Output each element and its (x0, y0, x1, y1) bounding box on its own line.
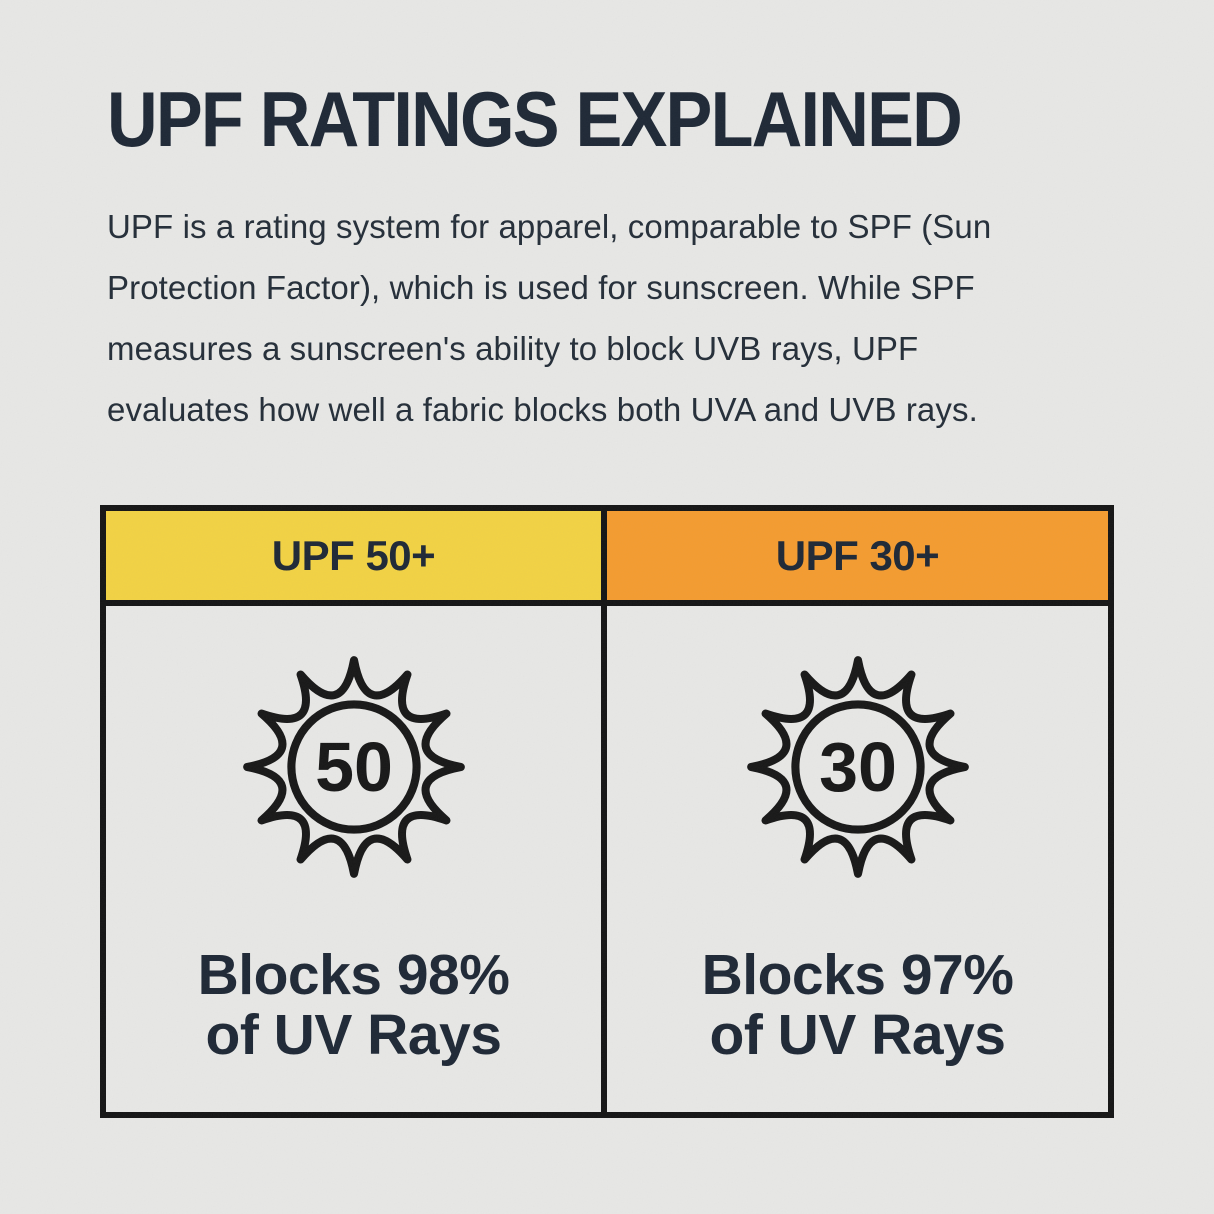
sun-badge-value: 30 (819, 728, 897, 806)
blocks-line: Blocks 98% (197, 943, 510, 1007)
sun-badge-icon: 50 (242, 656, 465, 878)
upf30-header-cell: UPF 30+ (607, 511, 1108, 606)
intro-line: measures a sunscreen's ability to block … (107, 330, 919, 367)
upf50-header-cell: UPF 50+ (106, 511, 607, 606)
blocks-line: of UV Rays (709, 1003, 1006, 1067)
intro-line: evaluates how well a fabric blocks both … (107, 391, 978, 428)
upf-comparison-table: UPF 50+ UPF 30+ 50 Blocks 98% of UV Rays… (100, 505, 1114, 1118)
upf30-header-label: UPF 30+ (775, 531, 940, 579)
blocks-line: Blocks 97% (701, 943, 1014, 1007)
upf30-blocks-text: Blocks 97% of UV Rays (702, 945, 1014, 1065)
intro-line: Protection Factor), which is used for su… (107, 269, 975, 306)
upf30-body-cell: 30 Blocks 97% of UV Rays (607, 606, 1108, 1112)
sun-badge-value: 50 (315, 728, 393, 806)
intro-paragraph: UPF is a rating system for apparel, comp… (107, 196, 1127, 440)
upf50-body-cell: 50 Blocks 98% of UV Rays (106, 606, 607, 1112)
upf50-blocks-text: Blocks 98% of UV Rays (198, 945, 510, 1065)
page-title: UPF RATINGS EXPLAINED (107, 75, 963, 163)
upf50-header-label: UPF 50+ (271, 531, 436, 579)
sun-badge-icon: 30 (746, 656, 969, 878)
intro-line: UPF is a rating system for apparel, comp… (107, 208, 992, 245)
blocks-line: of UV Rays (205, 1003, 502, 1067)
